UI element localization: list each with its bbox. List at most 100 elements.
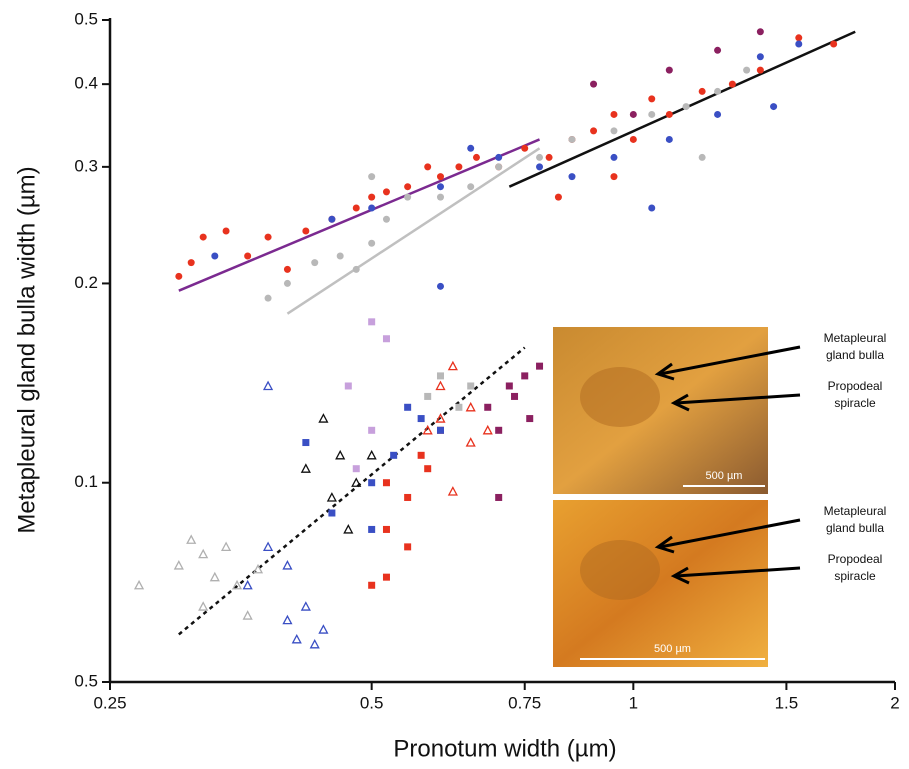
point	[198, 548, 209, 559]
point	[629, 110, 637, 118]
point	[382, 215, 390, 223]
point	[665, 66, 673, 74]
point	[424, 392, 432, 400]
point	[424, 465, 432, 473]
point	[484, 403, 492, 411]
photo-detail	[580, 540, 660, 600]
arrow-head	[654, 535, 675, 554]
point	[368, 426, 376, 434]
point	[521, 372, 529, 380]
point	[830, 40, 838, 48]
point	[554, 193, 562, 201]
point	[368, 581, 376, 589]
point	[352, 465, 360, 473]
y-tick-label: 0.2	[74, 273, 98, 292]
point	[714, 46, 722, 54]
point	[795, 40, 803, 48]
point	[467, 183, 475, 191]
point	[282, 614, 293, 625]
point	[252, 563, 264, 574]
point	[231, 579, 243, 590]
point	[343, 524, 354, 534]
point	[422, 424, 433, 435]
y-tick-label: 0.5	[74, 671, 98, 690]
x-tick-label: 2	[890, 693, 899, 712]
fit-line	[178, 346, 526, 636]
point	[610, 127, 618, 135]
y-tick-label: 0.4	[74, 74, 98, 93]
point	[568, 135, 576, 143]
photo-detail	[580, 367, 660, 427]
point	[495, 153, 503, 161]
point	[351, 477, 362, 487]
point	[336, 252, 344, 260]
point	[436, 173, 444, 181]
point	[665, 135, 673, 143]
point	[455, 403, 463, 411]
arrow	[675, 393, 801, 405]
x-tick-label: 1	[629, 693, 638, 712]
point	[467, 382, 475, 390]
arrow-head	[654, 362, 675, 381]
point	[220, 541, 232, 552]
point	[436, 426, 444, 434]
point	[698, 153, 706, 161]
point	[436, 372, 444, 380]
point	[368, 525, 376, 533]
point	[698, 87, 706, 95]
point	[222, 227, 230, 235]
y-tick-label: 0.1	[74, 472, 98, 491]
point	[590, 80, 598, 88]
point	[447, 360, 458, 371]
point	[472, 153, 480, 161]
point	[714, 87, 722, 95]
point	[382, 525, 390, 533]
point	[436, 183, 444, 191]
point	[728, 80, 736, 88]
point	[435, 380, 446, 391]
point	[302, 439, 310, 447]
point	[610, 153, 618, 161]
x-tick-label: 0.25	[93, 693, 126, 712]
inset-label: gland bulla	[826, 521, 884, 535]
inset-label: Metapleural	[824, 504, 887, 518]
point	[326, 492, 337, 502]
point	[511, 392, 519, 400]
arrow-head	[670, 393, 690, 412]
point	[495, 493, 503, 501]
point	[318, 624, 329, 634]
point	[211, 252, 219, 260]
scale-bar-label: 500 µm	[654, 643, 691, 655]
inset-label: gland bulla	[826, 348, 884, 362]
point	[368, 479, 376, 487]
scale-bar-label: 500 µm	[706, 470, 743, 482]
point	[242, 579, 253, 590]
point	[328, 215, 336, 223]
point	[435, 413, 446, 423]
point	[495, 163, 503, 171]
point	[424, 163, 432, 171]
point	[344, 382, 352, 390]
arrow	[659, 518, 801, 549]
point	[536, 163, 544, 171]
point	[309, 638, 320, 649]
point	[590, 127, 598, 135]
point	[417, 451, 425, 459]
fit-line	[508, 30, 856, 188]
point	[311, 259, 319, 267]
point	[264, 233, 272, 241]
point	[175, 272, 183, 280]
point	[133, 579, 145, 590]
fit-line	[178, 138, 541, 292]
point	[318, 413, 329, 423]
point	[545, 153, 553, 161]
point	[368, 318, 376, 326]
y-tick-label: 0.3	[74, 156, 98, 175]
point	[756, 53, 764, 61]
point	[436, 282, 444, 290]
point	[366, 449, 377, 460]
point	[368, 193, 376, 201]
point	[536, 153, 544, 161]
